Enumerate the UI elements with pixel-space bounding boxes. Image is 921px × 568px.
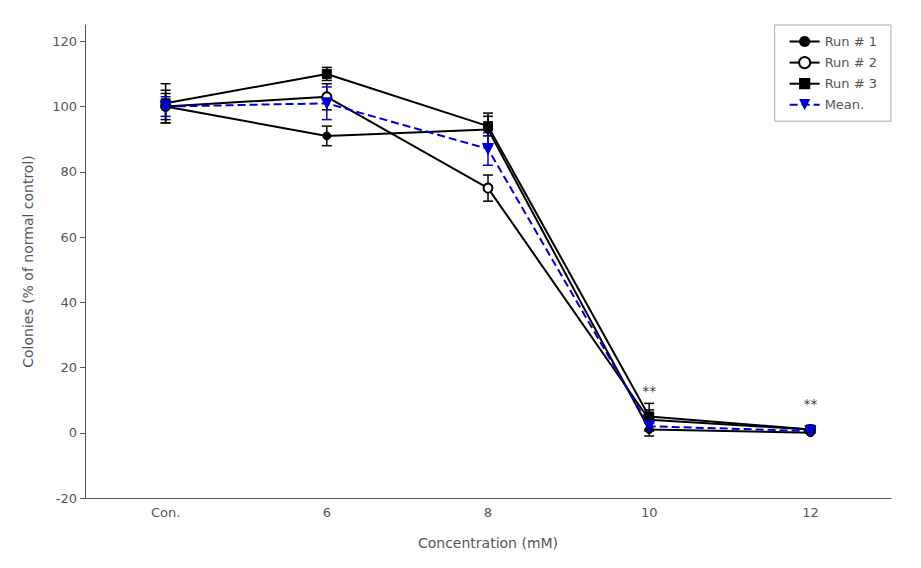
svg-text:Concentration (mM): Concentration (mM) bbox=[418, 535, 558, 551]
svg-text:Run # 1: Run # 1 bbox=[825, 34, 877, 49]
svg-text:Con.: Con. bbox=[151, 505, 180, 520]
svg-text:Run # 2: Run # 2 bbox=[825, 55, 877, 70]
svg-text:12: 12 bbox=[802, 505, 819, 520]
svg-text:8: 8 bbox=[484, 505, 492, 520]
svg-text:Run # 3: Run # 3 bbox=[825, 76, 877, 91]
svg-text:Colonies (% of normal control): Colonies (% of normal control) bbox=[20, 155, 36, 368]
svg-text:20: 20 bbox=[60, 360, 77, 375]
svg-text:100: 100 bbox=[52, 99, 77, 114]
svg-text:**: ** bbox=[803, 396, 817, 412]
svg-text:6: 6 bbox=[323, 505, 331, 520]
svg-text:**: ** bbox=[642, 383, 656, 399]
svg-text:80: 80 bbox=[60, 164, 77, 179]
svg-text:60: 60 bbox=[60, 230, 77, 245]
svg-text:120: 120 bbox=[52, 34, 77, 49]
svg-text:10: 10 bbox=[641, 505, 658, 520]
svg-text:0: 0 bbox=[69, 425, 77, 440]
svg-text:-20: -20 bbox=[56, 491, 77, 506]
svg-text:Mean.: Mean. bbox=[825, 97, 865, 112]
svg-text:40: 40 bbox=[60, 295, 77, 310]
